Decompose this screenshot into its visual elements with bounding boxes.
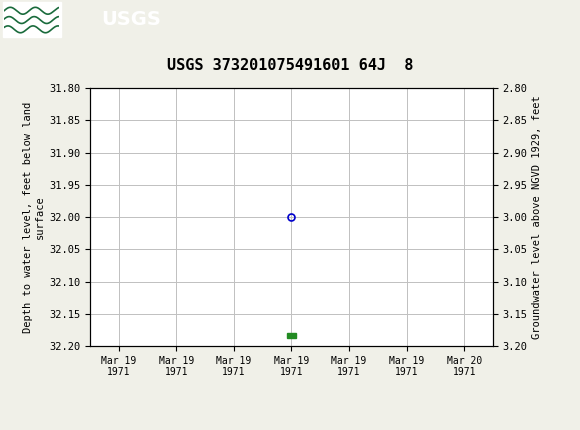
Text: USGS: USGS — [102, 10, 161, 29]
Bar — [287, 333, 296, 338]
Text: USGS 373201075491601 64J  8: USGS 373201075491601 64J 8 — [167, 58, 413, 73]
Y-axis label: Depth to water level, feet below land
surface: Depth to water level, feet below land su… — [23, 101, 45, 333]
Y-axis label: Groundwater level above NGVD 1929, feet: Groundwater level above NGVD 1929, feet — [532, 95, 542, 339]
Legend: Period of approved data: Period of approved data — [188, 426, 394, 430]
Bar — [3, 2, 61, 37]
